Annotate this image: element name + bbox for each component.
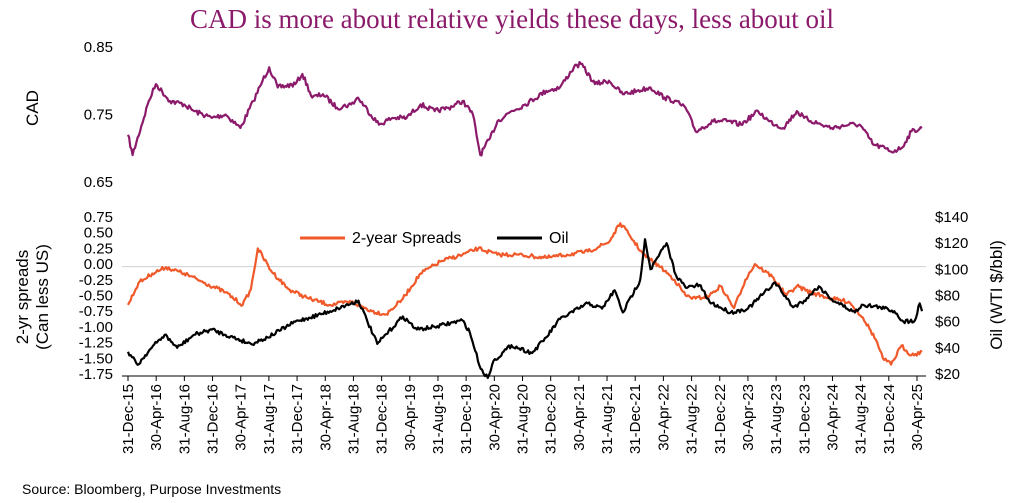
- cad-y-tick-label: 0.65: [84, 174, 113, 191]
- spreads-y-tick-label: -1.50: [79, 350, 113, 367]
- spreads-y-tick-label: -0.75: [79, 303, 113, 320]
- x-tick-label: 30-Apr-17: [233, 384, 250, 451]
- spreads-y-tick-label: -1.25: [79, 335, 113, 352]
- spreads-y-axis-label: 2-yr spreads (Can less US): [13, 244, 52, 350]
- chart-title: CAD is more about relative yields these …: [190, 4, 834, 34]
- x-tick-label: 31-Aug-16: [176, 384, 193, 454]
- oil-series-line: [126, 238, 924, 379]
- oil-y-tick-label: $120: [935, 235, 968, 252]
- cad-y-axis-label: CAD: [23, 90, 42, 126]
- cad-y-tick-label: 0.75: [84, 107, 113, 124]
- legend-oil-label: Oil: [549, 230, 569, 247]
- cad-plot-area: [126, 61, 923, 157]
- x-tick-label: 31-Aug-21: [599, 384, 616, 454]
- spreads-y-tick-label: -1.00: [79, 319, 113, 336]
- cad-y-tick-label: 0.85: [84, 39, 113, 56]
- spreads-oil-plot-area: [126, 222, 924, 379]
- x-tick-label: 30-Apr-16: [148, 384, 165, 451]
- x-tick-label: 31-Dec-18: [374, 384, 391, 454]
- x-tick-label: 31-Dec-19: [458, 384, 475, 454]
- x-tick-label: 31-Aug-22: [684, 384, 701, 454]
- spreads-y-tick-label: -1.75: [79, 366, 113, 383]
- spreads-y-tick-label: -0.25: [79, 272, 113, 289]
- legend: 2-year Spreads Oil: [300, 230, 569, 247]
- x-tick-label: 31-Dec-15: [120, 384, 137, 454]
- cad-y-axis: 0.85 0.75 0.65: [84, 39, 113, 191]
- x-tick-label: 31-Aug-20: [515, 384, 532, 454]
- x-tick-label: 30-Apr-25: [909, 384, 926, 451]
- x-tick-label: 30-Apr-19: [402, 384, 419, 451]
- oil-y-tick-label: $140: [935, 209, 968, 226]
- legend-spreads-label: 2-year Spreads: [352, 230, 461, 247]
- x-tick-label: 30-Apr-24: [825, 384, 842, 451]
- spreads-y-tick-label: 0.50: [84, 225, 113, 242]
- oil-y-axis-label: Oil (WTI $/bbl): [987, 240, 1006, 350]
- x-tick-label: 31-Aug-18: [345, 384, 362, 454]
- x-tick-label: 31-Aug-17: [261, 384, 278, 454]
- oil-y-tick-label: $20: [935, 366, 960, 383]
- source-note: Source: Bloomberg, Purpose Investments: [22, 481, 281, 497]
- x-tick-label: 30-Apr-21: [571, 384, 588, 451]
- spreads-y-tick-label: 0.00: [84, 256, 113, 273]
- x-tick-label: 31-Dec-20: [543, 384, 560, 454]
- x-tick-label: 31-Dec-23: [796, 384, 813, 454]
- oil-y-tick-label: $60: [935, 314, 960, 331]
- spreads-y-tick-label: 0.75: [84, 209, 113, 226]
- x-tick-label: 31-Aug-24: [853, 384, 870, 454]
- cad-series-line: [126, 61, 923, 157]
- x-tick-label: 30-Apr-23: [740, 384, 757, 451]
- x-tick-label: 31-Aug-23: [768, 384, 785, 454]
- x-tick-label: 31-Dec-17: [289, 384, 306, 454]
- x-tick-label: 30-Apr-22: [655, 384, 672, 451]
- x-tick-label: 31-Dec-21: [627, 384, 644, 454]
- spreads-y-axis-label-line: (Can less US): [33, 244, 52, 350]
- x-tick-label: 31-Dec-16: [205, 384, 222, 454]
- oil-y-axis: $140 $120 $100 $80 $60 $40 $20: [935, 209, 968, 383]
- oil-y-tick-label: $80: [935, 288, 960, 305]
- spreads-y-axis: 0.750.500.250.00-0.25-0.50-0.75-1.00-1.2…: [79, 209, 113, 383]
- oil-y-tick-label: $100: [935, 261, 968, 278]
- x-tick-label: 31-Dec-24: [881, 384, 898, 454]
- x-tick-label: 30-Apr-18: [317, 384, 334, 451]
- x-tick-label: 31-Dec-22: [712, 384, 729, 454]
- spreads-y-tick-label: 0.25: [84, 240, 113, 257]
- spreads-y-tick-label: -0.50: [79, 288, 113, 305]
- date-x-axis: 31-Dec-15 30-Apr-16 31-Aug-16 31-Dec-16 30-A…: [120, 375, 926, 454]
- oil-y-tick-label: $40: [935, 340, 960, 357]
- x-tick-label: 30-Apr-20: [486, 384, 503, 451]
- spreads-y-axis-label-line: 2-yr spreads: [13, 250, 32, 344]
- x-tick-label: 31-Aug-19: [430, 384, 447, 454]
- spreads-series-line: [127, 222, 923, 366]
